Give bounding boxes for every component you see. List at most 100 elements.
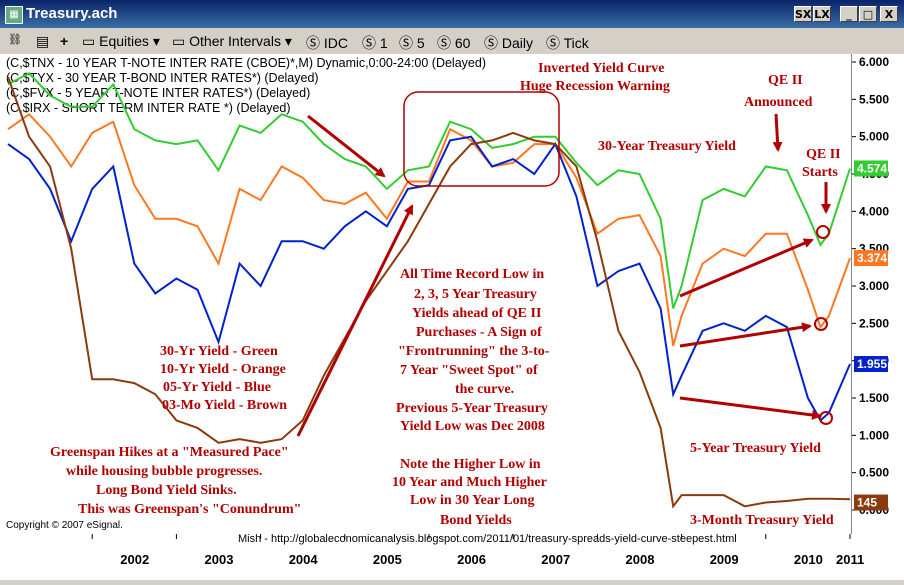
annotation-text: Huge Recession Warning — [520, 79, 670, 94]
title-bar: ▦ Treasury.ach SX LX _ □ X — [0, 0, 904, 28]
link-icon[interactable]: ⛓ — [8, 34, 22, 46]
annotation-arrow — [772, 113, 783, 152]
interval-idc[interactable]: Ⓢ IDC — [306, 35, 349, 51]
last-value-text: 1.955 — [857, 357, 887, 371]
annotation-text: 3-Month Treasury Yield — [690, 513, 834, 528]
annotation-text: All Time Record Low in — [400, 267, 544, 282]
annotation-text: 7 Year "Sweet Spot" of — [400, 363, 538, 378]
interval-label: 60 — [454, 35, 471, 51]
annotation-arrow — [307, 114, 386, 178]
annotation-text: Announced — [744, 95, 813, 110]
other-intervals-label: Other Intervals — [189, 33, 281, 49]
annotation-text: 10 Year and Much Higher — [392, 475, 547, 490]
y-tick-label: 3.000 — [859, 279, 889, 293]
inversion-highlight-box — [403, 91, 560, 187]
x-tick-label: 2004 — [289, 552, 319, 567]
symbol-legend-2: (C,$TYX - 30 YEAR T-BOND INTER RATES*) (… — [6, 71, 319, 85]
annotation-text: Low in 30 Year Long — [410, 493, 534, 508]
annotation-text: Starts — [802, 165, 838, 180]
annotation-text: 30-Yr Yield - Green — [160, 344, 278, 359]
toolbar: ⛓ ▤ + ▭ Equities ▾ ▭ Other Intervals ▾ Ⓢ… — [0, 28, 904, 55]
folder-icon: ▭ — [172, 33, 186, 49]
annotation-layer: Inverted Yield Curve Huge Recession Warni… — [50, 61, 841, 528]
equities-menu[interactable]: ▭ Equities ▾ — [82, 33, 160, 50]
annotation-text: Inverted Yield Curve — [538, 61, 665, 76]
annotation-text: Yield Low was Dec 2008 — [400, 419, 545, 434]
x-axis: Mish - http://globaleconomicanalysis.blo… — [0, 533, 904, 580]
x-tick-label: 2006 — [457, 552, 486, 567]
y-tick-label: 4.000 — [859, 204, 889, 218]
source-url: Mish - http://globaleconomicanalysis.blo… — [238, 534, 737, 545]
annotation-text: This was Greenspan's "Conundrum" — [78, 502, 301, 517]
annotation-text: "Frontrunning" the 3-to- — [398, 344, 550, 359]
copyright-text: Copyright © 2007 eSignal. — [6, 520, 123, 531]
sx-button[interactable]: SX — [794, 6, 812, 22]
maximize-button[interactable]: □ — [859, 6, 877, 22]
x-tick-label: 2007 — [541, 552, 570, 567]
chart-svg: (C,$TNX - 10 YEAR T-NOTE INTER RATE (CBO… — [6, 56, 851, 531]
x-tick-label: 2008 — [626, 552, 655, 567]
annotation-arrow — [679, 396, 822, 420]
add-icon[interactable]: + — [60, 33, 69, 49]
annotation-text: Yields ahead of QE II — [412, 306, 541, 321]
chart-plot-area[interactable]: (C,$TNX - 10 YEAR T-NOTE INTER RATE (CBO… — [0, 54, 852, 534]
y-tick-label: 0.500 — [859, 466, 889, 480]
annotation-arrow — [679, 322, 812, 348]
interval-daily[interactable]: Ⓢ Daily — [484, 35, 534, 51]
series-line-2 — [7, 135, 851, 422]
x-tick-label: 2003 — [205, 552, 234, 567]
close-button[interactable]: X — [880, 6, 898, 22]
interval-label: IDC — [323, 35, 349, 51]
last-value-badge — [854, 250, 888, 267]
series-line-1 — [7, 112, 851, 346]
symbol-legend-1: (C,$TNX - 10 YEAR T-NOTE INTER RATE (CBO… — [6, 56, 486, 70]
x-tick-label: 2005 — [373, 552, 402, 567]
interval-tick[interactable]: Ⓢ Tick — [546, 35, 589, 51]
interval-60[interactable]: Ⓢ 60 — [437, 35, 471, 51]
x-tick-label: 2009 — [710, 552, 739, 567]
y-tick-label: 5.000 — [859, 130, 889, 144]
y-tick-label: 6.000 — [859, 55, 889, 69]
minimize-button[interactable]: _ — [840, 6, 858, 22]
interval-1[interactable]: Ⓢ 1 — [362, 35, 388, 51]
annotation-text: QE II — [806, 147, 841, 162]
window-title: Treasury.ach — [26, 5, 118, 22]
folder-icon: ▭ — [82, 33, 96, 49]
annotation-text: while housing bubble progresses. — [66, 464, 262, 479]
app-icon: ▦ — [5, 6, 23, 24]
last-value-text: 145 — [857, 496, 877, 510]
annotation-text: 05-Yr Yield - Blue — [163, 380, 271, 395]
y-axis-svg: 6.0005.5005.0004.5004.0003.5003.0002.500… — [852, 55, 889, 517]
last-value-badge — [854, 160, 888, 177]
last-value-badge — [854, 356, 888, 373]
series-layer — [7, 71, 851, 509]
last-value-badge — [854, 494, 888, 511]
symbol-legend-4: (C,$IRX - SHORT TERM INTER RATE *) (Dela… — [6, 101, 291, 115]
annotation-text: 2, 3, 5 Year Treasury — [414, 287, 537, 302]
x-tick-label: 2011 — [836, 552, 864, 567]
low-marker-circle — [814, 317, 828, 331]
annotation-text: Previous 5-Year Treasury — [396, 401, 548, 416]
annotation-text: Long Bond Yield Sinks. — [96, 483, 237, 498]
x-axis-svg: Mish - http://globaleconomicanalysis.blo… — [91, 533, 864, 567]
annotation-text: 03-Mo Yield - Brown — [162, 398, 287, 413]
series-line-0 — [7, 71, 851, 309]
annotation-text: Note the Higher Low in — [400, 457, 541, 472]
properties-icon[interactable]: ▤ — [36, 33, 50, 49]
annotation-arrow — [679, 238, 814, 298]
annotation-text: Purchases - A Sign of — [416, 325, 542, 340]
annotation-text: 5-Year Treasury Yield — [690, 441, 821, 456]
y-tick-label: 2.500 — [859, 316, 889, 330]
series-line-3 — [7, 76, 851, 509]
y-tick-label: 1.000 — [859, 428, 889, 442]
other-intervals-menu[interactable]: ▭ Other Intervals ▾ — [172, 33, 292, 50]
annotation-text: 10-Yr Yield - Orange — [160, 362, 286, 377]
chevron-down-icon: ▾ — [152, 33, 160, 49]
interval-5[interactable]: Ⓢ 5 — [399, 35, 425, 51]
annotation-text: QE II — [768, 73, 803, 88]
equities-label: Equities — [99, 33, 149, 49]
last-value-text: 3.374 — [857, 251, 887, 265]
y-tick-label: 5.500 — [859, 92, 889, 106]
lx-button[interactable]: LX — [813, 6, 831, 22]
last-value-text: 4.574 — [857, 161, 887, 175]
